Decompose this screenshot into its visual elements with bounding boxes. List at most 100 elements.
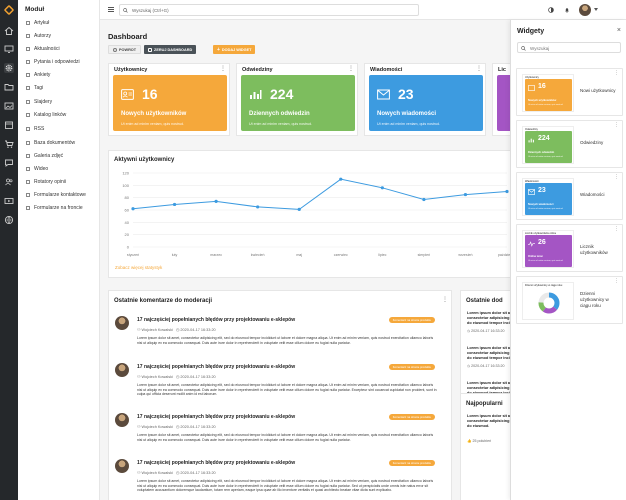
checkbox-icon[interactable] [26, 99, 30, 104]
date-text: 2020-04-17 16:33:20 [471, 329, 505, 333]
image-icon[interactable] [4, 101, 14, 111]
widget-option-messages[interactable]: Wiadomości 23 Nowych wiadomości Ut enim … [516, 172, 623, 220]
cart-icon[interactable] [4, 139, 14, 149]
more-options-icon[interactable]: ⋮ [614, 122, 619, 128]
stat-description: Ut enim ad minim veniam, quis nostrud. [121, 122, 185, 126]
media-icon[interactable] [4, 196, 14, 206]
sidebar-item-formularze-na-froncie[interactable]: Formularze na froncie [26, 203, 83, 212]
add-widget-button[interactable]: + DODAJ WIDGET [213, 45, 256, 54]
comment-item[interactable]: 17 najczęściej popełnianych błędów przy … [115, 459, 443, 500]
widgets-panel: Widgety × Wyszukaj Użytkownicy 16 Nowych… [510, 20, 626, 500]
comment-item[interactable]: 17 najczęściej popełnianych błędów przy … [115, 363, 443, 405]
sidebar-item-label: Tagi [34, 84, 44, 91]
widget-preview: Odwiedziny 224 Dziennych odwiedzin Ut en… [522, 126, 574, 164]
checkbox-icon[interactable] [26, 112, 30, 117]
checkbox-icon[interactable] [26, 59, 30, 64]
chevron-down-icon[interactable] [594, 8, 598, 11]
sidebar-item-slajdery[interactable]: Slajdery [26, 97, 52, 106]
sidebar-item-tagi[interactable]: Tagi [26, 83, 43, 92]
theme-toggle-icon[interactable] [548, 7, 554, 13]
checkbox-icon[interactable] [26, 179, 30, 184]
widget-search-input[interactable]: Wyszukaj [517, 42, 621, 53]
data-point [172, 202, 177, 207]
preview-title: Dzienni użytkownicy w ciągu roku [525, 284, 563, 287]
checkbox-icon[interactable] [26, 205, 30, 210]
app-logo[interactable] [3, 4, 15, 16]
more-options-icon[interactable]: ⋮ [348, 66, 354, 72]
chart-title: Aktywni użytkownicy [114, 157, 175, 163]
checkbox-icon[interactable] [26, 166, 30, 171]
more-options-icon[interactable]: ⋮ [614, 278, 619, 284]
checkbox-icon[interactable] [26, 192, 30, 197]
calendar-icon[interactable] [4, 120, 14, 130]
comment-title[interactable]: 17 najczęściej popełnianych błędów przy … [137, 364, 296, 370]
preview-title: Odwiedziny [525, 128, 538, 131]
sidebar-item-wideo[interactable]: Wideo [26, 164, 48, 173]
recent-item[interactable]: Lorem ipsum dolor sit amet, consectetur … [467, 346, 510, 368]
checkbox-icon[interactable] [26, 46, 30, 51]
comment-tag: Komentarz na stronie produktu [388, 364, 435, 370]
back-button[interactable]: POWROT [108, 45, 142, 54]
menu-icon[interactable] [108, 7, 114, 12]
preview-value: 224 [538, 135, 550, 142]
sidebar-item-formularze-kontaktowe[interactable]: Formularze kontaktowe [26, 190, 86, 199]
recent-item[interactable]: Lorem ipsum dolor sit amet, consectetur … [467, 311, 510, 333]
search-input[interactable]: Wyszukaj (Ctrl+G) [119, 4, 419, 16]
checkbox-icon[interactable] [26, 72, 30, 77]
sidebar-item-ankiety[interactable]: Ankiety [26, 70, 50, 79]
more-options-icon[interactable]: ⋮ [614, 226, 619, 232]
comment-body: Lorem ipsum dolor sit amet, consectetur … [137, 383, 437, 397]
comment-tag: Komentarz na stronie produktu [388, 460, 435, 466]
chat-icon[interactable] [4, 158, 14, 168]
home-icon[interactable] [4, 26, 14, 36]
sidebar-item-galeria-zdjec[interactable]: Galeria zdjęć [26, 151, 63, 160]
widget-option-visits[interactable]: Odwiedziny 224 Dziennych odwiedzin Ut en… [516, 120, 623, 168]
more-options-icon[interactable]: ⋮ [614, 174, 619, 180]
users-icon[interactable] [4, 177, 14, 187]
folder-icon[interactable] [4, 82, 14, 92]
more-options-icon[interactable]: ⋮ [614, 70, 619, 76]
comment-item[interactable]: 17 najczęściej popełnianych błędów przy … [115, 316, 443, 358]
comment-meta: ⚇ Wojciech Kowalski ◷ 2020-04-17 16:33:2… [137, 470, 216, 475]
plus-icon: + [217, 46, 220, 53]
clock-icon: ◷ [176, 328, 180, 332]
sidebar-item-pytania[interactable]: Pytania i odpowiedzi [26, 57, 80, 66]
popular-item-text[interactable]: Lorem ipsum dolor sit amet, consectetur … [467, 414, 510, 428]
sidebar-item-rss[interactable]: RSS [26, 124, 44, 133]
sidebar-item-katalog-linkow[interactable]: Katalog linków [26, 110, 66, 119]
bell-icon[interactable] [564, 7, 570, 13]
checkbox-icon[interactable] [26, 33, 30, 38]
checkbox-icon[interactable] [26, 140, 30, 145]
checkbox-icon[interactable] [26, 20, 30, 25]
envelope-icon [377, 89, 390, 100]
more-stats-link[interactable]: Zobacz więcej statystyk [115, 265, 163, 270]
widget-option-online-counter[interactable]: Licznik użytkowników online 26 Online te… [516, 224, 623, 272]
checkbox-icon[interactable] [26, 85, 30, 90]
sidebar-item-aktualnosci[interactable]: Aktualności [26, 44, 60, 53]
data-point [131, 207, 135, 211]
close-icon[interactable]: × [616, 27, 621, 34]
search-placeholder: Wyszukaj (Ctrl+G) [132, 8, 169, 13]
globe-icon[interactable] [4, 215, 14, 225]
sidebar-item-rotatory-opinii[interactable]: Rotatory opinii [26, 177, 66, 186]
gear-icon[interactable] [4, 63, 14, 73]
sidebar-item-baza-dokumentow[interactable]: Baza dokumentów [26, 138, 75, 147]
comment-title[interactable]: 17 najczęściej popełnianych błędów przy … [137, 317, 296, 323]
comment-title[interactable]: 17 najczęściej popełnianych błędów przy … [137, 414, 296, 420]
sidebar-item-artykul[interactable]: Artykuł [26, 18, 49, 27]
comment-item[interactable]: 17 najczęściej popełnianych błędów przy … [115, 413, 443, 455]
widget-option-daily-users[interactable]: Dzienni użytkownicy w ciągu roku Dzienni… [516, 276, 623, 324]
checkbox-icon[interactable] [26, 126, 30, 131]
reset-dashboard-button[interactable]: ZERUJ DASHBOARD [144, 45, 197, 54]
checkbox-icon[interactable] [26, 153, 30, 158]
monitor-icon[interactable] [4, 44, 14, 54]
more-options-icon[interactable]: ⋮ [442, 297, 448, 303]
widget-option-users[interactable]: Użytkownicy 16 Nowych użytkowników Ut en… [516, 68, 623, 116]
comment-title[interactable]: 17 najczęściej popełnianych błędów przy … [137, 460, 296, 466]
sidebar-item-autorzy[interactable]: Autorzy [26, 31, 51, 40]
data-point [505, 189, 509, 194]
more-options-icon[interactable]: ⋮ [220, 66, 226, 72]
user-avatar[interactable] [579, 4, 591, 16]
preview-desc: Ut enim ad minim veniam, quis nostrud. [528, 208, 564, 210]
more-options-icon[interactable]: ⋮ [476, 66, 482, 72]
